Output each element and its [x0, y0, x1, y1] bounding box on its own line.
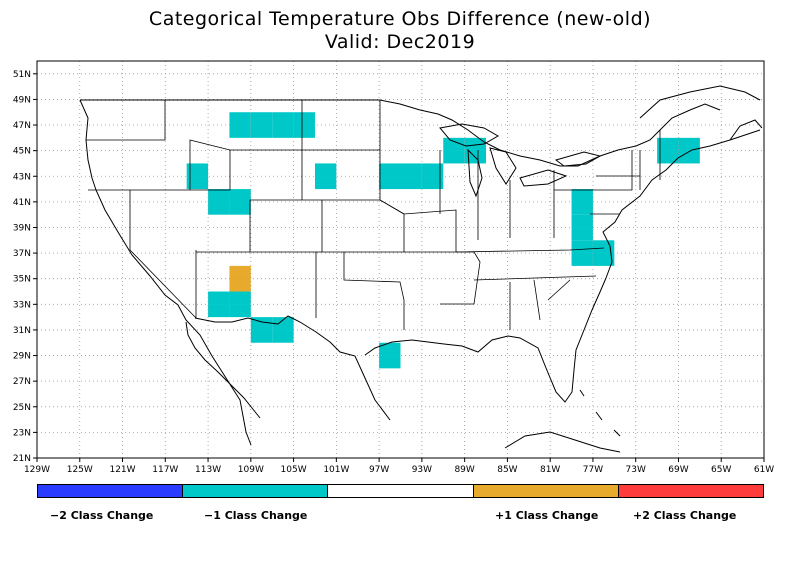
lon-tick-label: 89W [454, 465, 474, 475]
map-frame [36, 60, 765, 459]
lon-tick-label: 85W [497, 465, 517, 475]
difference-cell [272, 317, 294, 343]
lon-tick-label: 101W [323, 465, 349, 475]
legend-label-plus1: +1 Class Change [495, 509, 599, 522]
lon-tick-label: 69W [668, 465, 688, 475]
difference-cell [571, 189, 593, 215]
coastlines [79, 85, 763, 453]
lon-tick-label: 129W [24, 465, 50, 475]
map-subtitle: Valid: Dec2019 [324, 31, 476, 53]
legend-swatch-zero [328, 485, 474, 497]
difference-cell [657, 137, 679, 164]
legend-swatch-plus1 [473, 485, 619, 497]
lon-tick-label: 121W [109, 465, 135, 475]
lat-tick-label: 49N [13, 95, 31, 105]
lon-tick-label: 117W [152, 465, 178, 475]
lon-tick-label: 81W [540, 465, 560, 475]
difference-cell [229, 265, 251, 292]
difference-cell [229, 112, 251, 138]
difference-cell [229, 189, 251, 215]
lon-tick-label: 65W [711, 465, 731, 475]
legend-swatch-minus1 [183, 485, 329, 497]
difference-cell [421, 163, 444, 190]
difference-cell [592, 240, 615, 266]
longitude-ticks: 129W 125W 121W 117W 113W 109W 105W 101W 97W 93W 89… [24, 458, 774, 475]
difference-cell [400, 163, 422, 190]
difference-cell [208, 189, 230, 215]
lon-tick-label: 93W [412, 465, 432, 475]
state-borders [86, 100, 661, 330]
lat-tick-label: 45N [13, 147, 31, 157]
lon-tick-label: 109W [238, 465, 264, 475]
legend-label-minus1: −1 Class Change [204, 509, 308, 522]
color-legend [37, 484, 764, 498]
difference-cell [293, 112, 315, 138]
lat-tick-label: 33N [13, 300, 31, 310]
lat-tick-label: 27N [13, 377, 31, 387]
map-title: Categorical Temperature Obs Difference (… [148, 8, 652, 30]
lon-tick-label: 97W [369, 465, 389, 475]
lon-tick-label: 125W [67, 465, 93, 475]
difference-cell [208, 291, 230, 318]
lon-tick-label: 61W [754, 465, 774, 475]
latitude-ticks: 21N 23N 25N 27N 29N 31N 33N 35N 37N 39N 41N 43N 45N 4… [13, 70, 37, 464]
lat-tick-label: 31N [13, 326, 31, 336]
lat-tick-label: 41N [13, 198, 31, 208]
lat-tick-label: 43N [13, 172, 31, 182]
lat-lon-grid [36, 61, 765, 459]
difference-cell [229, 291, 251, 318]
lon-tick-label: 113W [195, 465, 221, 475]
legend-label-minus2: −2 Class Change [50, 509, 154, 522]
lat-tick-label: 21N [13, 454, 31, 464]
lon-tick-label: 73W [626, 465, 646, 475]
difference-cells [186, 112, 700, 369]
difference-cell [272, 112, 294, 138]
difference-cell [571, 240, 593, 266]
lat-tick-label: 39N [13, 223, 31, 233]
legend-swatch-minus2 [38, 485, 184, 497]
legend-label-plus2: +2 Class Change [633, 509, 737, 522]
legend-swatch-plus2 [618, 485, 764, 497]
difference-cell [571, 214, 593, 241]
lat-tick-label: 51N [13, 70, 31, 80]
lat-tick-label: 29N [13, 352, 31, 362]
lat-tick-label: 23N [13, 428, 31, 438]
lat-tick-label: 35N [13, 275, 31, 285]
lat-tick-label: 47N [13, 121, 31, 131]
lat-tick-label: 25N [13, 403, 31, 413]
map-canvas: 129W 125W 121W 117W 113W 109W 105W 101W 97W 93W 89… [13, 60, 774, 475]
lon-tick-label: 105W [281, 465, 307, 475]
lon-tick-label: 77W [583, 465, 603, 475]
lat-tick-label: 37N [13, 249, 31, 259]
